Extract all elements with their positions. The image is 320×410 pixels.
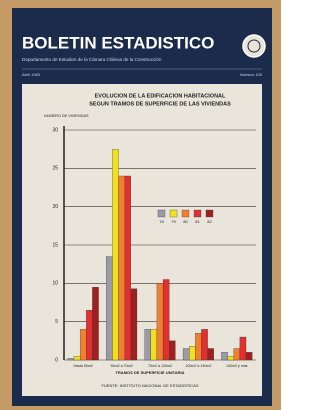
- x-tick-label: 100m2 a 140m2: [185, 364, 211, 368]
- y-tick-label: 25: [52, 166, 58, 172]
- x-tick-label: Hasta 50m2: [74, 364, 93, 368]
- logo: [243, 35, 265, 57]
- bar: [86, 310, 92, 360]
- legend-swatch: [182, 210, 189, 217]
- bar: [240, 337, 246, 360]
- issue: Número 100: [240, 72, 263, 77]
- x-tick-label: 70m2 a 100m2: [148, 364, 172, 368]
- bar: [195, 333, 201, 360]
- y-label: NUMERO DE VIVIENDAS: [44, 114, 89, 118]
- subtitle: Departamento de Estudios de la Cámara Ch…: [22, 57, 162, 62]
- y-tick-label: 0: [55, 357, 58, 363]
- bar: [151, 329, 157, 360]
- legend-label: 78: [159, 219, 164, 224]
- bar: [68, 358, 74, 360]
- bar: [131, 289, 137, 360]
- legend-label: 80: [183, 219, 188, 224]
- bar: [80, 329, 86, 360]
- legend-label: 79: [171, 219, 176, 224]
- bar: [169, 341, 175, 360]
- bar: [183, 349, 189, 361]
- bar: [208, 349, 214, 361]
- x-tick-label: 140m2 y más: [226, 364, 248, 368]
- bar: [106, 257, 112, 361]
- chart-title: EVOLUCION DE LA EDIFICACION HABITACIONAL: [95, 93, 226, 99]
- chart-panel: [22, 84, 262, 396]
- legend-swatch: [194, 210, 201, 217]
- bar: [228, 356, 234, 360]
- bar: [246, 352, 252, 360]
- legend-swatch: [170, 210, 177, 217]
- bar: [163, 280, 169, 361]
- source: FUENTE: INSTITUTO NACIONAL DE ESTADISTIC…: [101, 383, 198, 388]
- title: BOLETIN ESTADISTICO: [22, 33, 214, 52]
- x-label: TRAMOS DE SUPERFICIE UNITARIA: [115, 370, 184, 375]
- legend-swatch: [206, 210, 213, 217]
- y-tick-label: 20: [52, 204, 58, 210]
- bar: [119, 176, 125, 360]
- bar: [92, 287, 98, 360]
- bar: [125, 176, 131, 360]
- page: BOLETIN ESTADISTICO Departamento de Estu…: [0, 0, 281, 410]
- legend-label: 82: [207, 219, 212, 224]
- y-tick-label: 30: [52, 127, 58, 133]
- bar: [157, 283, 163, 360]
- bar: [234, 349, 240, 361]
- y-tick-label: 10: [52, 281, 58, 287]
- x-tick-label: 50m2 a 70m2: [111, 364, 133, 368]
- y-tick-label: 15: [52, 242, 58, 248]
- bar: [145, 329, 151, 360]
- bar: [221, 352, 227, 360]
- bar: [74, 356, 80, 360]
- bar: [201, 329, 207, 360]
- legend-label: 81: [195, 219, 200, 224]
- y-tick-label: 5: [55, 319, 58, 325]
- bar: [112, 149, 118, 360]
- bar: [189, 346, 195, 360]
- legend-swatch: [158, 210, 165, 217]
- date: Abril 1983: [22, 72, 41, 77]
- chart-subtitle: SEGUN TRAMOS DE SUPERFICIE DE LAS VIVIEN…: [89, 101, 231, 107]
